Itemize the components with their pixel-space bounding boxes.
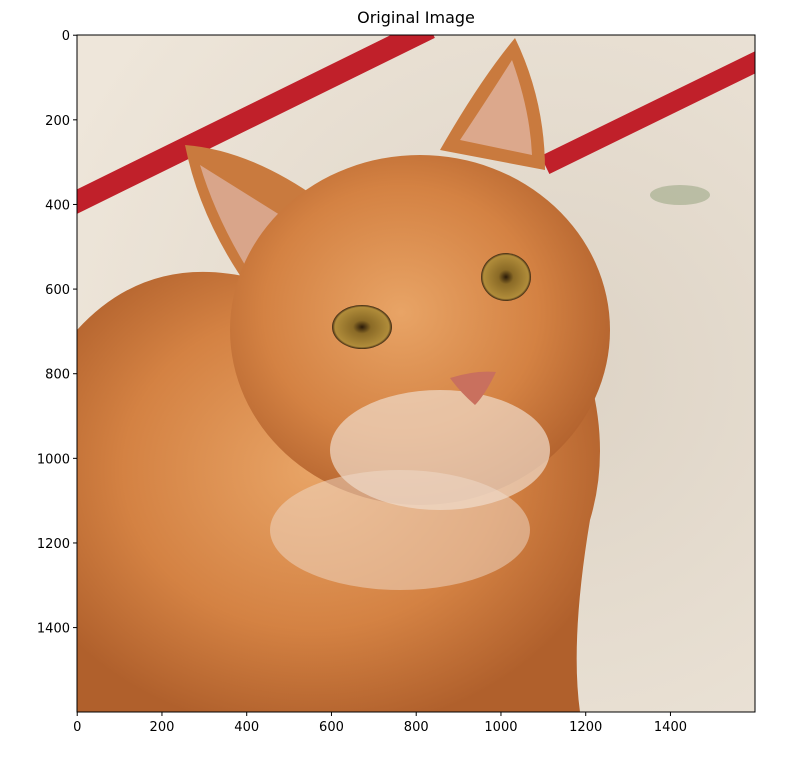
x-tick-label: 1000 bbox=[484, 720, 517, 735]
x-axis: 0 200 400 600 800 1000 1200 1400 bbox=[73, 712, 687, 735]
x-tick-label: 800 bbox=[404, 720, 429, 735]
figure-title: Original Image bbox=[357, 8, 475, 27]
y-tick-label: 1000 bbox=[37, 452, 70, 467]
y-axis: 0 200 400 600 800 1000 1200 1400 bbox=[37, 29, 77, 637]
x-tick-label: 200 bbox=[150, 720, 175, 735]
x-tick-label: 1200 bbox=[569, 720, 602, 735]
x-tick-label: 0 bbox=[73, 720, 81, 735]
y-tick-label: 800 bbox=[45, 368, 70, 383]
y-tick-label: 0 bbox=[62, 29, 70, 44]
x-tick-label: 1400 bbox=[654, 720, 687, 735]
y-tick-label: 1400 bbox=[37, 622, 70, 637]
y-tick-label: 1200 bbox=[37, 537, 70, 552]
x-tick-label: 400 bbox=[234, 720, 259, 735]
y-tick-label: 400 bbox=[45, 198, 70, 213]
x-tick-label: 600 bbox=[319, 720, 344, 735]
y-tick-label: 600 bbox=[45, 283, 70, 298]
y-tick-label: 200 bbox=[45, 114, 70, 129]
cat-photo bbox=[77, 35, 755, 712]
